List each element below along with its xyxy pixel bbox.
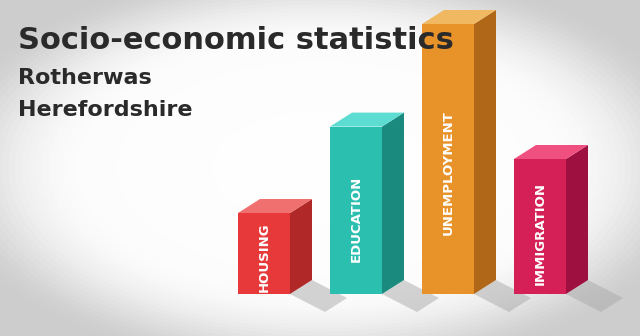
Polygon shape <box>474 280 531 312</box>
Polygon shape <box>514 145 588 159</box>
Ellipse shape <box>116 61 524 275</box>
Ellipse shape <box>259 136 381 200</box>
Ellipse shape <box>150 79 490 257</box>
Ellipse shape <box>137 72 503 264</box>
Polygon shape <box>474 10 496 294</box>
Ellipse shape <box>83 43 557 293</box>
Polygon shape <box>330 127 382 294</box>
Ellipse shape <box>286 150 354 186</box>
Polygon shape <box>514 159 566 294</box>
Text: Socio-economic statistics: Socio-economic statistics <box>18 26 454 55</box>
Ellipse shape <box>42 22 598 314</box>
Ellipse shape <box>225 118 415 218</box>
Ellipse shape <box>252 132 388 204</box>
Text: Rotherwas: Rotherwas <box>18 68 152 88</box>
Ellipse shape <box>96 50 544 286</box>
Ellipse shape <box>239 125 401 211</box>
Polygon shape <box>290 199 312 294</box>
Text: EDUCATION: EDUCATION <box>349 175 362 262</box>
Ellipse shape <box>218 115 422 221</box>
Ellipse shape <box>232 122 408 214</box>
Ellipse shape <box>313 164 327 172</box>
Polygon shape <box>238 213 290 294</box>
Polygon shape <box>566 280 623 312</box>
Ellipse shape <box>273 143 367 193</box>
Ellipse shape <box>266 139 374 197</box>
Polygon shape <box>290 280 347 312</box>
Ellipse shape <box>212 111 428 225</box>
Text: IMMIGRATION: IMMIGRATION <box>534 182 547 285</box>
Ellipse shape <box>62 33 578 303</box>
Ellipse shape <box>49 26 591 310</box>
Ellipse shape <box>245 129 395 207</box>
Ellipse shape <box>191 100 449 236</box>
Ellipse shape <box>130 68 510 268</box>
Ellipse shape <box>171 90 469 246</box>
Ellipse shape <box>198 104 442 232</box>
Ellipse shape <box>307 161 333 175</box>
Ellipse shape <box>103 54 537 282</box>
Ellipse shape <box>22 11 618 325</box>
Ellipse shape <box>8 4 632 332</box>
Ellipse shape <box>28 15 612 321</box>
Polygon shape <box>238 199 312 213</box>
Text: Herefordshire: Herefordshire <box>18 100 193 120</box>
Polygon shape <box>422 10 496 24</box>
Ellipse shape <box>15 8 625 328</box>
Text: UNEMPLOYMENT: UNEMPLOYMENT <box>442 110 454 235</box>
Ellipse shape <box>35 18 605 318</box>
Ellipse shape <box>124 65 516 271</box>
Ellipse shape <box>69 36 571 300</box>
Ellipse shape <box>178 93 462 243</box>
Polygon shape <box>382 280 439 312</box>
Polygon shape <box>330 113 404 127</box>
Ellipse shape <box>90 47 550 289</box>
Ellipse shape <box>279 146 361 190</box>
Ellipse shape <box>184 97 456 239</box>
Ellipse shape <box>157 83 483 253</box>
Ellipse shape <box>76 40 564 296</box>
Ellipse shape <box>144 76 496 260</box>
Ellipse shape <box>56 29 584 307</box>
Ellipse shape <box>300 157 340 179</box>
Polygon shape <box>382 113 404 294</box>
Ellipse shape <box>110 58 530 278</box>
Ellipse shape <box>205 108 435 228</box>
Polygon shape <box>566 145 588 294</box>
Ellipse shape <box>164 86 476 250</box>
Text: HOUSING: HOUSING <box>257 223 271 292</box>
Ellipse shape <box>293 154 347 182</box>
Polygon shape <box>422 24 474 294</box>
